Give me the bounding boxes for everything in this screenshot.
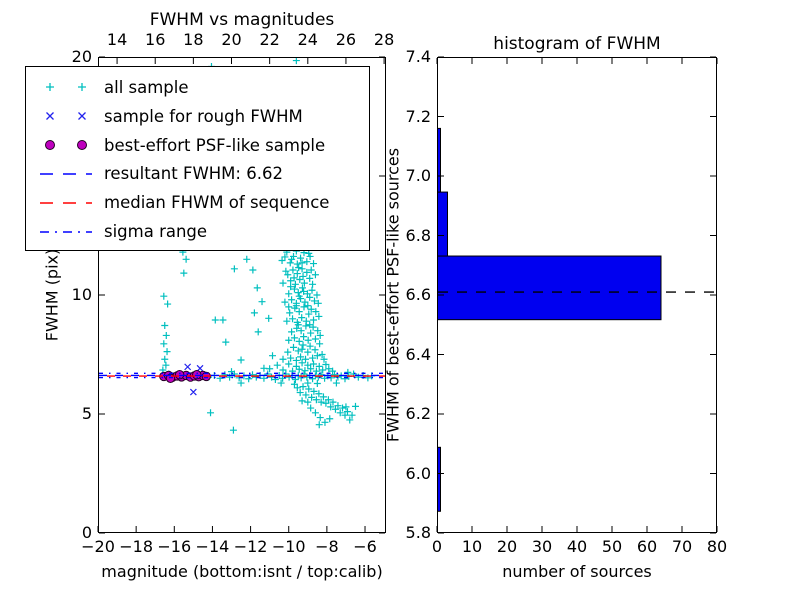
- x-tick-label: 20: [496, 537, 518, 556]
- x-tick-label: −20: [81, 537, 115, 556]
- histogram-title: histogram of FWHM: [493, 34, 661, 54]
- y-tick-label: 10: [71, 285, 92, 304]
- y-tick-label: 6.0: [405, 463, 431, 483]
- x-tick-label: 50: [601, 537, 623, 556]
- top-tick-label: 24: [297, 30, 318, 49]
- legend-label: median FHWM of sequence: [104, 193, 330, 213]
- y-tick-label: 5.8: [405, 523, 431, 542]
- x-tick-label: −10: [271, 537, 306, 556]
- legend-entry: sample for rough FWHM: [34, 102, 361, 131]
- dash-legend-sample: [40, 201, 92, 204]
- legend-label: best-effort PSF-like sample: [104, 135, 326, 155]
- y-tick-label: 20: [71, 47, 92, 66]
- x-tick-label: −6: [353, 537, 377, 556]
- y-tick-label: 6.4: [405, 344, 431, 364]
- top-tick-label: 26: [335, 30, 357, 49]
- top-tick-label: 18: [183, 30, 204, 49]
- scatter-xaxis-label: magnitude (bottom:isnt / top:calib): [101, 562, 383, 581]
- legend-entry: resultant FWHM: 6.62: [34, 159, 361, 188]
- dash-legend-sample: [40, 173, 92, 175]
- legend: all sample sample for rough FWHM best-effo…: [25, 66, 370, 251]
- x-tick-label: 10: [461, 537, 483, 556]
- hist-bar: [437, 255, 662, 321]
- legend-entry: median FHWM of sequence: [34, 188, 361, 217]
- x-tick-label: 40: [566, 537, 588, 556]
- y-tick-label: 6.2: [405, 404, 431, 423]
- x-tick-label: −14: [195, 537, 230, 556]
- y-tick-label: 7.2: [405, 106, 431, 126]
- axes-frame: [437, 57, 717, 533]
- top-tick-label: 22: [259, 30, 280, 49]
- top-tick-label: 16: [145, 30, 166, 49]
- dashdot-legend-sample: [40, 230, 92, 233]
- legend-entry: all sample: [34, 73, 361, 102]
- x-tick-label: −12: [233, 537, 268, 556]
- scatter-yaxis-label: FWHM (pix): [42, 248, 62, 342]
- y-tick-label: 5: [81, 404, 92, 423]
- legend-entry: sigma range: [34, 217, 361, 246]
- histogram-yaxis-label: FWHM of best-effort PSF-like sources: [383, 147, 403, 443]
- x-tick-label: 0: [431, 537, 443, 556]
- histogram-svg: [436, 56, 718, 534]
- plus-legend-sample: [46, 83, 86, 92]
- x-tick-label: −18: [119, 537, 154, 556]
- axes-frame: [98, 57, 386, 533]
- x-tick-label: −16: [157, 537, 192, 556]
- y-tick-label: 6.6: [405, 285, 431, 304]
- y-tick-label: 6.8: [405, 225, 431, 245]
- circle-legend-sample: [45, 140, 87, 151]
- x-tick-label: 70: [671, 537, 693, 556]
- legend-label: resultant FWHM: 6.62: [104, 164, 283, 184]
- x-tick-label: 30: [531, 537, 553, 556]
- psf-sample-point: [192, 370, 202, 380]
- hist-bar: [437, 191, 448, 257]
- top-tick-label: 14: [106, 30, 128, 49]
- legend-entry: best-effort PSF-like sample: [34, 131, 361, 160]
- scatter-svg: [97, 56, 386, 534]
- legend-label: sample for rough FWHM: [104, 106, 303, 126]
- legend-label: all sample: [104, 77, 189, 97]
- scatter-plot-title: FWHM vs magnitudes: [149, 10, 335, 30]
- top-tick-label: 28: [373, 30, 395, 49]
- top-tick-label: 20: [221, 30, 242, 49]
- histogram-plot-area: 0 10 20 30 40 50 60 70 80 5.8 6.0 6.2 6.4 6.6 6.8 7.0 7.…: [406, 48, 728, 556]
- y-tick-label: 7.0: [405, 166, 431, 185]
- x-tick-label: 80: [706, 537, 728, 556]
- x-tick-label: 60: [636, 537, 658, 556]
- histogram-xaxis-label: number of sources: [502, 562, 652, 581]
- legend-label: sigma range: [104, 222, 208, 242]
- y-tick-label: 7.4: [405, 47, 431, 66]
- x-tick-label: −8: [315, 537, 339, 556]
- y-tick-label: 0: [81, 523, 92, 542]
- psf-sample-point: [174, 370, 185, 380]
- x-legend-sample: [46, 112, 86, 121]
- scatter-plot-area: −20 −18 −16 −14 −12 −10 −8 −6 14 16 18 20 22 24 26 28 0 5…: [72, 31, 395, 556]
